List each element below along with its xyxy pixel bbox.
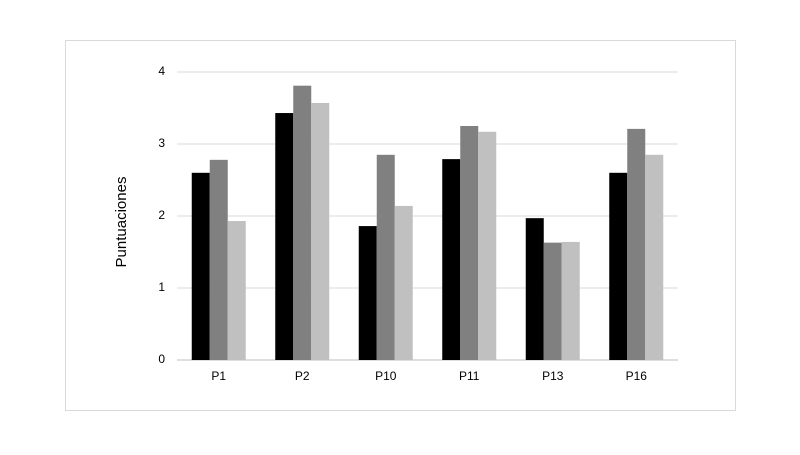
bar: [609, 172, 628, 360]
bar: [209, 159, 228, 360]
bar: [293, 85, 312, 361]
x-tick-label: P16: [626, 369, 648, 383]
x-tick-label: P2: [295, 369, 310, 383]
bar: [561, 241, 580, 360]
y-tick-label: 0: [158, 352, 165, 366]
bar: [191, 172, 210, 360]
x-tick-label: P13: [542, 369, 564, 383]
bar: [627, 128, 646, 360]
x-tick-label: P11: [459, 369, 480, 383]
y-tick-label: 1: [158, 280, 165, 294]
bar: [376, 154, 395, 360]
y-tick-label: 4: [158, 64, 165, 78]
bar: [478, 131, 497, 360]
bar: [460, 126, 479, 360]
x-tick-label: P10: [375, 369, 397, 383]
bar: [275, 113, 294, 360]
bar: [645, 154, 664, 360]
x-tick-label: P1: [211, 369, 226, 383]
y-tick-label: 2: [158, 208, 165, 222]
bar: [543, 242, 562, 360]
y-tick-label: 3: [158, 136, 165, 150]
bar: [227, 221, 246, 360]
bar: [311, 102, 330, 361]
bar: [442, 159, 461, 360]
bar: [394, 205, 413, 360]
bar: [525, 218, 544, 360]
bar: [358, 226, 377, 360]
y-axis-label: Puntuaciones: [113, 177, 130, 268]
